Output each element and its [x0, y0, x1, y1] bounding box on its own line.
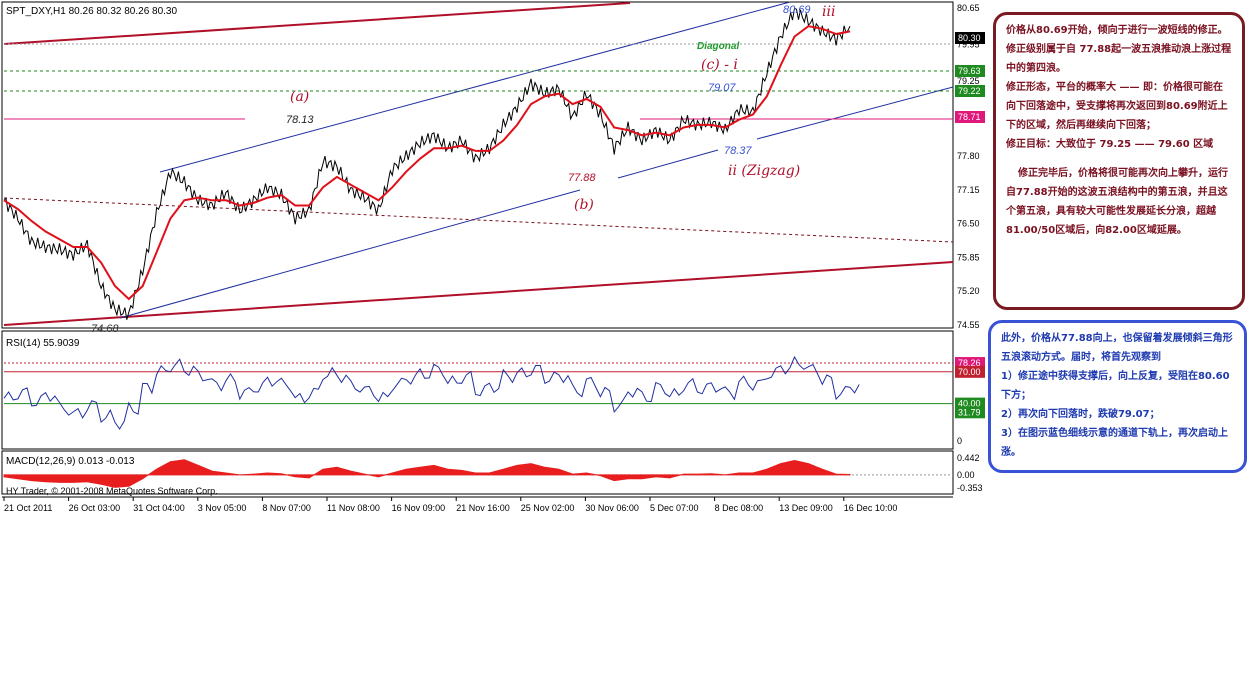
- price-marker-box: [955, 111, 985, 123]
- price-tick-label: 76.50: [957, 219, 980, 229]
- midline-dashed: [3, 197, 954, 243]
- macd-level-label: -0.353: [957, 483, 983, 493]
- price-tick-label: 74.55: [957, 320, 980, 330]
- note-main-p2: 修正形态，平台的概率大 —— 即：价格很可能在向下回落途中，受支撑将再次返回到8…: [1006, 82, 1228, 131]
- wave-label-c-i: (c) - i: [701, 57, 738, 73]
- outer-channel-bottom-line: [3, 261, 954, 326]
- macd-level-label: 0.00: [957, 470, 975, 480]
- rsi-level-box: [955, 365, 985, 378]
- macd-label: MACD(12,26,9) 0.013 -0.013: [6, 456, 135, 467]
- x-tick-label: 8 Dec 08:00: [715, 503, 764, 513]
- note-main-p3: 修正目标：大致位于 79.25 —— 79.60 区域: [1006, 139, 1214, 150]
- level-label-80-69: 80.69: [783, 4, 811, 16]
- macd-level-label: 0.442: [957, 453, 980, 463]
- rsi-level-label: 0: [957, 436, 962, 446]
- price-series-line: [3, 7, 851, 320]
- x-tick-label: 16 Nov 09:00: [392, 503, 446, 513]
- price-tick-label: 79.25: [957, 76, 980, 86]
- rsi-plot: [3, 355, 953, 430]
- price-tick-label: 77.15: [957, 185, 980, 195]
- x-tick-label: 21 Nov 16:00: [456, 503, 510, 513]
- wave-label-ii-zigzag: ii (Zigzag): [728, 163, 800, 179]
- note-alt-p4: 3）在图示蓝色细线示意的通道下轨上，再次启动上涨。: [1001, 428, 1228, 458]
- price-plot: [3, 1, 954, 326]
- price-marker-label: 79.63: [958, 66, 981, 76]
- wave-label-a: (a): [290, 89, 309, 105]
- rsi-series-line: [3, 355, 860, 430]
- rsi-level-label: 40.00: [958, 399, 981, 409]
- channel-lower-line: [119, 189, 581, 319]
- diagonal-lower-extension: [756, 86, 954, 140]
- price-tick-label: 75.85: [957, 252, 980, 262]
- x-tick-label: 3 Nov 05:00: [198, 503, 247, 513]
- macd-histogram-area: [3, 459, 851, 488]
- axis-labels: 80.6579.9579.2578.5077.8077.1576.5075.85…: [3, 3, 985, 513]
- price-marker-box: [955, 85, 985, 97]
- note-alt-p2: 1）修正途中获得支撑后，向上反复，受阻在80.60下方；: [1001, 371, 1230, 401]
- x-tick-label: 8 Nov 07:00: [262, 503, 311, 513]
- macd-plot: [3, 459, 953, 488]
- rsi-level-label: 78.26: [958, 358, 981, 368]
- level-label-74-68: 74.68: [91, 323, 119, 335]
- x-tick-label: 21 Oct 2011: [4, 503, 52, 513]
- analysis-note-alternative: 此外，价格从77.88向上，也保留着发展倾斜三角形五浪滚动方式。届时，将首先观察…: [988, 320, 1247, 473]
- price-marker-box: [955, 32, 985, 44]
- price-marker-label: 78.71: [958, 112, 981, 122]
- footer-copyright: HY Trader, © 2001-2008 MetaQuotes Softwa…: [6, 486, 218, 496]
- diagonal-label: Diagonal: [697, 41, 739, 52]
- wave-label-iii: iii: [822, 4, 835, 20]
- price-marker-box: [955, 65, 985, 77]
- note-main-p4: 修正完毕后，价格将很可能再次向上攀升，运行自77.88开始的这波五浪结构中的第五…: [1006, 168, 1228, 236]
- moving-average-line: [3, 25, 851, 301]
- rsi-level-label: 31.79: [958, 407, 981, 417]
- price-panel: [1, 1, 954, 329]
- chart-title: SPT_DXY,H1 80.26 80.32 80.26 80.30: [6, 6, 177, 17]
- x-tick-label: 13 Dec 09:00: [779, 503, 833, 513]
- rsi-panel: [1, 330, 954, 450]
- level-label-77-88: 77.88: [568, 172, 596, 184]
- price-tick-label: 80.65: [957, 3, 980, 13]
- rsi-label: RSI(14) 55.9039: [6, 338, 80, 349]
- level-label-78-13: 78.13: [286, 114, 314, 126]
- x-tick-label: 30 Nov 06:00: [585, 503, 639, 513]
- x-tick-label: 5 Dec 07:00: [650, 503, 699, 513]
- x-tick-label: 31 Oct 04:00: [133, 503, 185, 513]
- x-tick-label: 26 Oct 03:00: [69, 503, 121, 513]
- note-alt-p1: 此外，价格从77.88向上，也保留着发展倾斜三角形五浪滚动方式。届时，将首先观察…: [1001, 333, 1233, 363]
- x-tick-label: 11 Nov 08:00: [327, 503, 380, 513]
- price-tick-label: 79.95: [957, 39, 980, 49]
- diagonal-lower-segment: [617, 149, 719, 179]
- outer-channel-top-line: [3, 2, 631, 45]
- x-tick-label: 16 Dec 10:00: [844, 503, 898, 513]
- price-tick-label: 75.20: [957, 286, 980, 296]
- price-marker-label: 80.30: [958, 33, 981, 43]
- note-main-p1: 价格从80.69开始，倾向于进行一波短线的修正。修正级别属于自 77.88起一波…: [1006, 25, 1232, 74]
- price-tick-label: 77.80: [957, 151, 980, 161]
- rsi-level-label: 70.00: [958, 367, 981, 377]
- wave-label-b: (b): [574, 197, 594, 213]
- analysis-note-main: 价格从80.69开始，倾向于进行一波短线的修正。修正级别属于自 77.88起一波…: [993, 12, 1245, 310]
- channel-upper-line: [159, 1, 791, 173]
- level-label-78-37: 78.37: [724, 145, 752, 157]
- x-tick-label: 25 Nov 02:00: [521, 503, 575, 513]
- price-marker-label: 79.22: [958, 86, 981, 96]
- level-label-79-07: 79.07: [708, 82, 736, 94]
- rsi-level-box: [955, 406, 985, 419]
- note-alt-p3: 2）再次向下回落时，跌破79.07；: [1001, 409, 1160, 420]
